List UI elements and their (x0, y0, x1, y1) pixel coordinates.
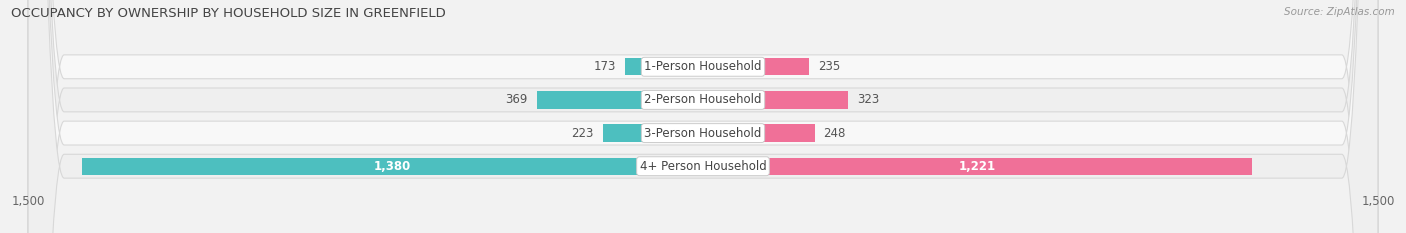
FancyBboxPatch shape (28, 0, 1378, 233)
Bar (82, 158, 703, 175)
Text: Source: ZipAtlas.com: Source: ZipAtlas.com (1284, 7, 1395, 17)
Text: 173: 173 (593, 60, 616, 73)
Bar (537, 91, 703, 109)
Bar (703, 124, 814, 142)
Text: OCCUPANCY BY OWNERSHIP BY HOUSEHOLD SIZE IN GREENFIELD: OCCUPANCY BY OWNERSHIP BY HOUSEHOLD SIZE… (11, 7, 446, 20)
Bar (603, 124, 703, 142)
Text: 1,221: 1,221 (959, 160, 997, 173)
Text: 1-Person Household: 1-Person Household (644, 60, 762, 73)
Text: 248: 248 (824, 127, 846, 140)
Text: 1,380: 1,380 (374, 160, 411, 173)
Bar (703, 91, 848, 109)
FancyBboxPatch shape (28, 0, 1378, 233)
Text: 4+ Person Household: 4+ Person Household (640, 160, 766, 173)
Text: 223: 223 (571, 127, 593, 140)
Bar (703, 58, 808, 75)
Text: 3-Person Household: 3-Person Household (644, 127, 762, 140)
Bar (703, 158, 1253, 175)
Bar (626, 58, 703, 75)
Text: 369: 369 (506, 93, 529, 106)
FancyBboxPatch shape (28, 0, 1378, 233)
Text: 235: 235 (818, 60, 839, 73)
FancyBboxPatch shape (28, 0, 1378, 233)
Text: 2-Person Household: 2-Person Household (644, 93, 762, 106)
Text: 323: 323 (858, 93, 880, 106)
